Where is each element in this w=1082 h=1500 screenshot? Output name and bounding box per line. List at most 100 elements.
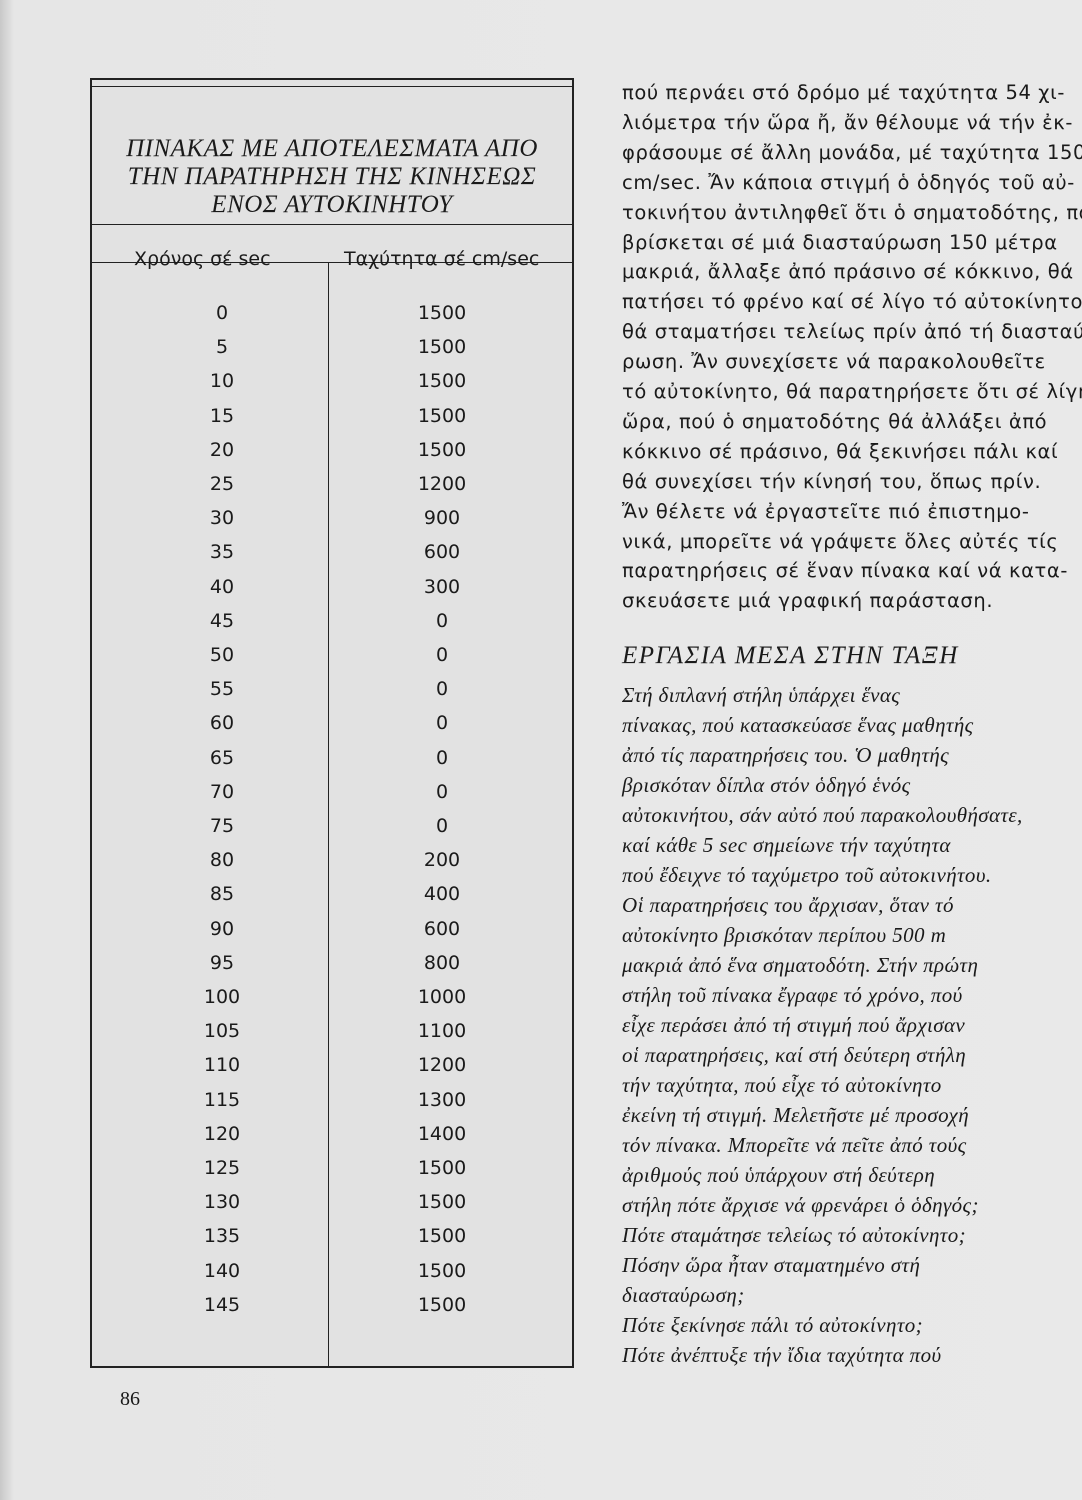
speed-cell: 1200	[417, 1054, 467, 1077]
time-cell: 115	[203, 1088, 241, 1111]
speed-cell: 0	[435, 746, 449, 769]
speed-cell: 1500	[417, 438, 467, 461]
time-cell: 140	[203, 1259, 241, 1282]
time-cell: 75	[209, 815, 235, 837]
text-line: παρατηρήσεις σέ ἕναν πίνακα καί νά κατα-	[622, 559, 1068, 583]
rule	[92, 86, 572, 87]
time-cell: 100	[203, 986, 241, 1008]
time-cell: 90	[209, 917, 235, 940]
text-line: ὥρα, πού ὁ σηματοδότης θά ἀλλάξει ἀπό	[622, 409, 1048, 433]
speed-cell: 1500	[417, 1259, 467, 1282]
speed-cell: 0	[435, 678, 449, 701]
time-cell: 30	[209, 507, 235, 530]
rule	[92, 224, 572, 225]
time-cell: 145	[203, 1293, 241, 1316]
exercise-line: Στή διπλανή στήλη ὑπάρχει ἕνας	[622, 683, 901, 707]
time-cell: 95	[209, 951, 235, 974]
table-title: ΤΗΝ ΠΑΡΑΤΗΡΗΣΗ ΤΗΣ ΚΙΝΗΣΕΩΣ	[127, 163, 537, 190]
exercise-line: πίνακας, πού κατασκεύασε ἕνας μαθητής	[622, 713, 974, 737]
text-line: Ἄν θέλετε νά ἐργαστεῖτε πιό ἐπιστημο-	[622, 499, 1030, 523]
column-header: Ταχύτητα σέ cm/sec	[344, 248, 540, 270]
speed-cell: 1300	[417, 1088, 467, 1111]
text-line: κόκκινο σέ πράσινο, θά ξεκινήσει πάλι κα…	[622, 439, 1059, 463]
exercise-line: Πότε σταμάτησε τελείως τό αὐτοκίνητο;	[622, 1223, 966, 1247]
exercise-line: στήλη τοῦ πίνακα ἔγραφε τό χρόνο, πού	[622, 983, 963, 1007]
time-cell: 15	[209, 404, 235, 427]
speed-cell: 800	[423, 951, 461, 974]
speed-cell: 0	[435, 712, 449, 735]
time-cell: 45	[209, 609, 235, 632]
time-cell: 110	[203, 1054, 241, 1077]
text-line: cm/sec. Ἄν κάποια στιγμή ὁ ὁδηγός τοῦ αὐ…	[622, 170, 1075, 194]
exercise-line: τήν ταχύτητα, πού εἶχε τό αὐτοκίνητο	[622, 1073, 942, 1097]
text-line: λιόμετρα τήν ὥρα ἤ, ἄν θέλουμε νά τήν ἐκ…	[622, 110, 1074, 134]
text-line: θά συνεχίσει τήν κίνησή του, ὅπως πρίν.	[622, 469, 1042, 493]
exercise-line: μακριά ἀπό ἕνα σηματοδότη. Στήν πρώτη	[622, 953, 979, 977]
speed-cell: 200	[423, 849, 461, 872]
time-cell: 40	[209, 575, 235, 598]
exercise-line: στήλη πότε ἄρχισε νά φρενάρει ὁ ὁδηγός;	[622, 1193, 979, 1217]
time-cell: 25	[209, 473, 235, 495]
time-cell: 80	[209, 849, 235, 872]
time-cell: 135	[203, 1225, 241, 1248]
speed-cell: 0	[435, 780, 449, 803]
speed-cell: 900	[423, 507, 461, 530]
speed-cell: 1500	[417, 1293, 467, 1316]
time-cell: 20	[209, 438, 235, 461]
text-line: θά σταματήσει τελείως πρίν ἀπό τή διαστα…	[622, 320, 1082, 344]
speed-cell: 1500	[417, 302, 467, 324]
speed-cell: 1500	[417, 370, 467, 393]
text-line: πατήσει τό φρένο καί σέ λίγο τό αὐτοκίνη…	[622, 290, 1082, 314]
column-header: Χρόνος σέ sec	[134, 248, 271, 270]
rule	[92, 262, 572, 263]
time-cell: 50	[209, 644, 235, 666]
speed-cell: 1500	[417, 1225, 467, 1248]
speed-cell: 1500	[417, 1157, 467, 1179]
exercise-line: βρισκόταν δίπλα στόν ὁδηγό ἑνός	[622, 773, 911, 797]
exercise-line: διασταύρωση;	[622, 1283, 745, 1307]
time-cell: 35	[209, 541, 235, 564]
time-cell: 85	[209, 883, 235, 906]
time-cell: 5	[215, 336, 229, 359]
table-box: ΠΙΝΑΚΑΣ ΜΕ ΑΠΟΤΕΛΕΣΜΑΤΑ ΑΠΟ ΤΗΝ ΠΑΡΑΤΗΡΗ…	[90, 78, 574, 1368]
section-heading: ΕΡΓΑΣΙΑ ΜΕΣΑ ΣΤΗΝ ΤΑΞΗ	[622, 642, 959, 669]
exercise-line: οἱ παρατηρήσεις, καί στή δεύτερη στήλη	[622, 1043, 967, 1067]
speed-cell: 1200	[417, 473, 467, 495]
exercise-line: Πότε ξεκίνησε πάλι τό αὐτοκίνητο;	[622, 1313, 924, 1337]
text-line: τό αὐτοκίνητο, θά παρατηρήσετε ὅτι σέ λί…	[622, 380, 1082, 403]
exercise-line: ἀριθμούς πού ὑπάρχουν στή δεύτερη	[622, 1163, 936, 1187]
exercise-line: αὐτοκινήτου, σάν αὐτό πού παρακολουθήσατ…	[622, 803, 1023, 827]
time-cell: 120	[203, 1122, 241, 1145]
time-cell: 70	[209, 780, 235, 803]
text-line: μακριά, ἄλλαξε ἀπό πράσινο σέ κόκκινο, θ…	[622, 260, 1074, 284]
exercise-line: πού ἔδειχνε τό ταχύμετρο τοῦ αὐτοκινήτου…	[622, 863, 992, 887]
speed-cell: 1400	[417, 1122, 467, 1145]
page-number: 86	[120, 1388, 140, 1410]
exercise-line: Πότε ἀνέπτυξε τήν ἴδια ταχύτητα πού	[622, 1343, 942, 1367]
speed-cell: 1100	[417, 1020, 467, 1043]
column-rule	[328, 262, 329, 1366]
text-line: φράσουμε σέ ἄλλη μονάδα, μέ ταχύτητα 150…	[622, 140, 1082, 164]
exercise-line: Οἱ παρατηρήσεις του ἄρχισαν, ὅταν τό	[622, 893, 954, 917]
exercise-line: αὐτοκίνητο βρισκόταν περίπου 500 m	[622, 923, 947, 947]
exercise-line: τόν πίνακα. Μπορεῖτε νά πεῖτε ἀπό τούς	[622, 1133, 967, 1157]
time-cell: 0	[215, 302, 229, 324]
speed-cell: 300	[423, 575, 461, 598]
time-cell: 65	[209, 746, 235, 769]
speed-cell: 400	[423, 883, 461, 906]
time-cell: 130	[203, 1191, 241, 1214]
text-line: ρωση. Ἄν συνεχίσετε νά παρακολουθεῖτε	[622, 350, 1046, 374]
exercise-line: Πόσην ὥρα ἦταν σταματημένο στή	[622, 1253, 921, 1277]
time-cell: 55	[209, 678, 235, 701]
exercise-line: ἐκείνη τή στιγμή. Μελετῆστε μέ προσοχή	[622, 1103, 970, 1127]
exercise-line: ἀπό τίς παρατηρήσεις του. Ὁ μαθητής	[622, 743, 950, 767]
text-line: βρίσκεται σέ μιά διασταύρωση 150 μέτρα	[622, 230, 1058, 254]
exercise-line: καί κάθε 5 sec σημείωνε τήν ταχύτητα	[622, 833, 951, 857]
speed-cell: 0	[435, 815, 449, 837]
time-cell: 10	[209, 370, 235, 393]
time-cell: 60	[209, 712, 235, 735]
table-title: ΕΝΟΣ ΑΥΤΟΚΙΝΗΤΟΥ	[211, 191, 453, 218]
time-cell: 125	[203, 1157, 241, 1179]
